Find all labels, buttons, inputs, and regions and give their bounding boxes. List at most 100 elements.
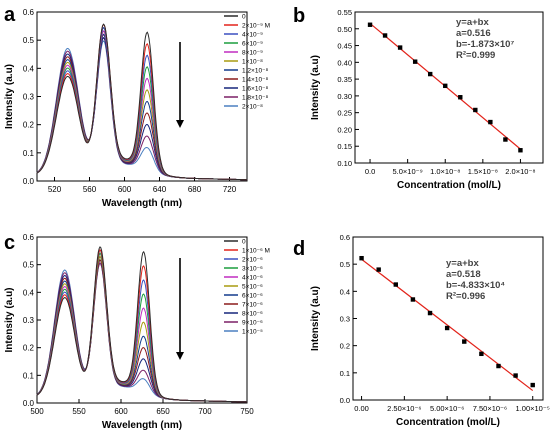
y-tick-label: 0.4	[23, 64, 35, 73]
x-tick-label: 2.50×10⁻⁶	[387, 404, 421, 413]
data-point	[496, 363, 501, 369]
data-point	[530, 382, 535, 388]
data-point	[359, 255, 364, 261]
x-axis-label: Concentration (mol/L)	[397, 180, 501, 191]
arrow-head	[176, 120, 184, 128]
y-tick-label: 0.0	[340, 396, 350, 405]
series-line	[36, 23, 248, 181]
x-tick-label: 680	[188, 185, 202, 194]
series-line	[36, 246, 247, 403]
panel-c-chart: 500 550 600 650 700 750 0.0 0.1 0.2 0.3 0.4 0.5 0.6 W…	[4, 233, 270, 431]
legend-label: 0	[242, 239, 246, 246]
data-point	[473, 107, 478, 113]
legend-label: 1.2×10⁻⁸	[242, 68, 268, 75]
fit-annotation: b=-4.833×10⁴	[446, 280, 505, 291]
fit-annotation: a=0.516	[456, 28, 491, 39]
panel-b-chart: 0.0 5.0×10⁻⁹ 1.0×10⁻⁸ 1.5×10⁻⁸ 2.0×10⁻⁸ 0.10 0…	[310, 8, 544, 191]
legend-label: 1.8×10⁻⁸	[242, 95, 268, 102]
legend-label: 3×10⁻⁶	[242, 266, 263, 273]
legend-label: 2×10⁻⁸	[242, 104, 263, 111]
legend-label: 5×10⁻⁶	[242, 284, 263, 291]
data-point	[367, 22, 373, 27]
y-tick-label: 0.5	[23, 261, 35, 270]
data-point	[376, 267, 381, 272]
plot-frame	[36, 236, 248, 404]
arrow-head	[176, 352, 184, 360]
y-tick-label: 0.2	[23, 121, 35, 130]
y-tick-label: 0.3	[23, 316, 35, 325]
legend-label: 0	[242, 14, 246, 21]
data-point	[397, 45, 403, 50]
legend-label: 1.6×10⁻⁸	[242, 86, 268, 93]
y-tick-label: 0.4	[23, 288, 35, 297]
x-tick-label: 0.0	[365, 167, 375, 176]
x-tick-label: 7.50×10⁻⁶	[473, 404, 507, 413]
legend-label: 8×10⁻⁹	[242, 50, 263, 57]
x-tick-label: 2.0×10⁻⁸	[505, 167, 535, 176]
y-tick-label: 0.30	[337, 92, 352, 101]
legend-label: 1.4×10⁻⁸	[242, 77, 268, 84]
fit-annotation: a=0.518	[446, 269, 481, 280]
y-axis-label: Intensity (a.u)	[310, 55, 321, 120]
x-tick-label: 5.00×10⁻⁶	[430, 404, 464, 413]
panel-label: b	[293, 5, 305, 27]
legend-label: 1×10⁻⁵	[242, 329, 263, 336]
panel-a-chart: 520 560 600 640 680 720 0.0 0.1 0.2 0.3 0.4 0.5 0.6 W…	[4, 8, 270, 209]
y-tick-label: 0.10	[337, 159, 352, 168]
legend-label: 7×10⁻⁶	[242, 302, 263, 309]
series-line	[36, 30, 248, 181]
y-tick-label: 0.50	[337, 25, 352, 34]
x-tick-label: 1.5×10⁻⁸	[468, 167, 498, 176]
y-tick-label: 0.1	[23, 149, 35, 158]
y-tick-label: 0.6	[23, 233, 35, 242]
y-tick-label: 0.40	[337, 58, 352, 67]
x-tick-label: 5.0×10⁻⁹	[392, 167, 422, 176]
fit-annotation: y=a+bx	[446, 258, 479, 269]
y-tick-label: 0.3	[23, 93, 35, 102]
x-tick-label: 600	[118, 185, 132, 194]
data-point	[479, 351, 484, 357]
y-tick-label: 0.45	[337, 42, 352, 51]
data-point	[444, 325, 450, 331]
x-tick-label: 640	[153, 185, 167, 194]
y-tick-label: 0.3	[340, 315, 350, 324]
fit-annotation: R²=0.999	[456, 50, 495, 61]
y-tick-label: 0.5	[340, 260, 350, 269]
data-point	[393, 282, 398, 287]
legend-label: 9×10⁻⁶	[242, 320, 263, 327]
x-tick-label: 600	[114, 407, 128, 416]
panel-label: a	[4, 4, 16, 26]
x-axis-label: Wavelength (nm)	[102, 420, 182, 431]
x-tick-label: 700	[198, 407, 212, 416]
y-tick-label: 0.5	[23, 36, 35, 45]
y-tick-label: 0.35	[337, 75, 352, 84]
y-tick-label: 0.2	[23, 344, 35, 353]
data-point	[428, 71, 433, 77]
y-axis-label: Intensity (a.u)	[4, 64, 15, 129]
data-point	[443, 83, 448, 89]
fit-line	[361, 258, 534, 392]
x-tick-label: 550	[72, 407, 86, 416]
x-tick-label: 650	[156, 407, 170, 416]
data-point	[513, 373, 518, 378]
legend-label: 2×10⁻⁶	[242, 257, 263, 264]
y-tick-label: 0.0	[23, 177, 35, 186]
x-tick-label: 1.00×10⁻⁵	[516, 404, 550, 413]
x-tick-label: 1.0×10⁻⁸	[430, 167, 460, 176]
legend-label: 8×10⁻⁶	[242, 311, 263, 318]
y-tick-label: 0.6	[340, 233, 350, 242]
fit-annotation: R²=0.996	[446, 291, 485, 302]
data-point	[503, 137, 508, 142]
data-point	[427, 310, 433, 316]
data-point	[518, 148, 523, 153]
x-tick-label: 720	[223, 185, 237, 194]
panel-label: d	[293, 238, 305, 260]
data-point	[382, 33, 388, 38]
panel-d-chart: 0.00 2.50×10⁻⁶ 5.00×10⁻⁶ 7.50×10⁻⁶ 1.00×10⁻⁵…	[310, 233, 550, 428]
x-tick-label: 0.00	[354, 404, 369, 413]
y-axis-label: Intensity (a.u)	[310, 286, 321, 351]
x-axis-label: Concentration (mol/L)	[396, 417, 500, 428]
data-point	[410, 297, 416, 302]
series-line	[36, 252, 247, 403]
y-tick-label: 0.4	[340, 287, 350, 296]
